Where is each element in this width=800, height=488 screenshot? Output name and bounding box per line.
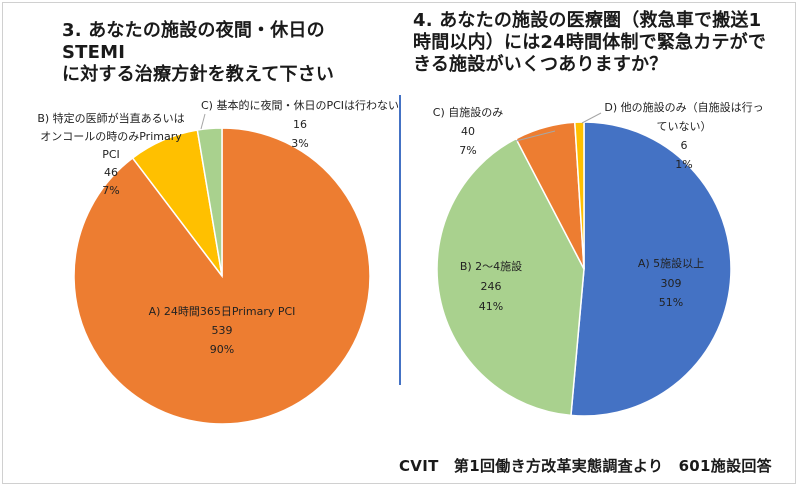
q4-b-value: 246 — [481, 280, 502, 293]
q4-d-percent: 1% — [675, 158, 692, 171]
chart-divider — [399, 95, 401, 385]
q3-a-label: A) 24時間365日Primary PCI — [149, 305, 296, 318]
q3-b-value: 46 — [104, 166, 118, 179]
q3-slice-c — [196, 127, 223, 277]
q4-chart-title: 4. あなたの施設の医療圏（救急車で搬送1 時間以内）には24時間体制で緊急カテ… — [413, 10, 783, 76]
q4-title-line-2: 時間以内）には24時間体制で緊急カテがで — [413, 32, 767, 53]
q4-c-label: C) 自施設のみ — [433, 105, 503, 119]
q4-d-label-line-1: D) 他の施設のみ（自施設は行っ — [604, 100, 763, 114]
q4-slice-b — [436, 137, 585, 417]
q3-b-label-line-1: B) 特定の医師が当直あるいは — [37, 111, 184, 125]
q3-a-percent: 90% — [210, 343, 234, 356]
q4-title-line-1: 4. あなたの施設の医療圏（救急車で搬送1 — [413, 10, 762, 31]
q4-a-label: A) 5施設以上 — [638, 256, 704, 270]
q3-b-percent: 7% — [102, 184, 119, 197]
q4-b-label: B) 2～4施設 — [460, 259, 522, 273]
q3-c-value: 16 — [293, 118, 307, 131]
q4-c-value: 40 — [461, 125, 475, 138]
q3-title-line-1: 3. あなたの施設の夜間・休日のSTEMI — [62, 20, 325, 63]
q3-b-label-line-2: オンコールの時のみPrimary — [40, 130, 182, 143]
q3-c-label: C) 基本的に夜間・休日のPCIは行わない — [201, 98, 399, 112]
q4-c-leader-line — [515, 130, 556, 142]
q3-title-line-2: に対する治療方針を教えて下さい — [62, 64, 335, 85]
q4-d-value: 6 — [681, 139, 688, 152]
source-footnote: CVIT 第1回働き方改革実態調査より 601施設回答 — [399, 457, 772, 475]
q3-a-value: 539 — [212, 324, 233, 337]
q4-a-percent: 51% — [659, 296, 683, 309]
q3-pie — [73, 127, 371, 425]
q4-title-line-3: きる施設がいくつありますか？ — [413, 54, 668, 75]
q4-a-value: 309 — [661, 277, 682, 290]
q4-c-percent: 7% — [459, 144, 476, 157]
q3-c-leader-line — [200, 113, 206, 130]
q4-d-leader-line — [581, 112, 602, 124]
q3-chart-title: 3. あなたの施設の夜間・休日のSTEMI に対する治療方針を教えて下さい — [62, 20, 382, 86]
q4-d-label-line-2: ていない） — [657, 120, 712, 133]
q3-b-label-line-3: PCI — [102, 148, 120, 161]
q3-c-percent: 3% — [291, 137, 308, 150]
q4-pie — [436, 121, 732, 417]
q4-slice-a — [570, 121, 732, 417]
q4-b-percent: 41% — [479, 300, 503, 313]
